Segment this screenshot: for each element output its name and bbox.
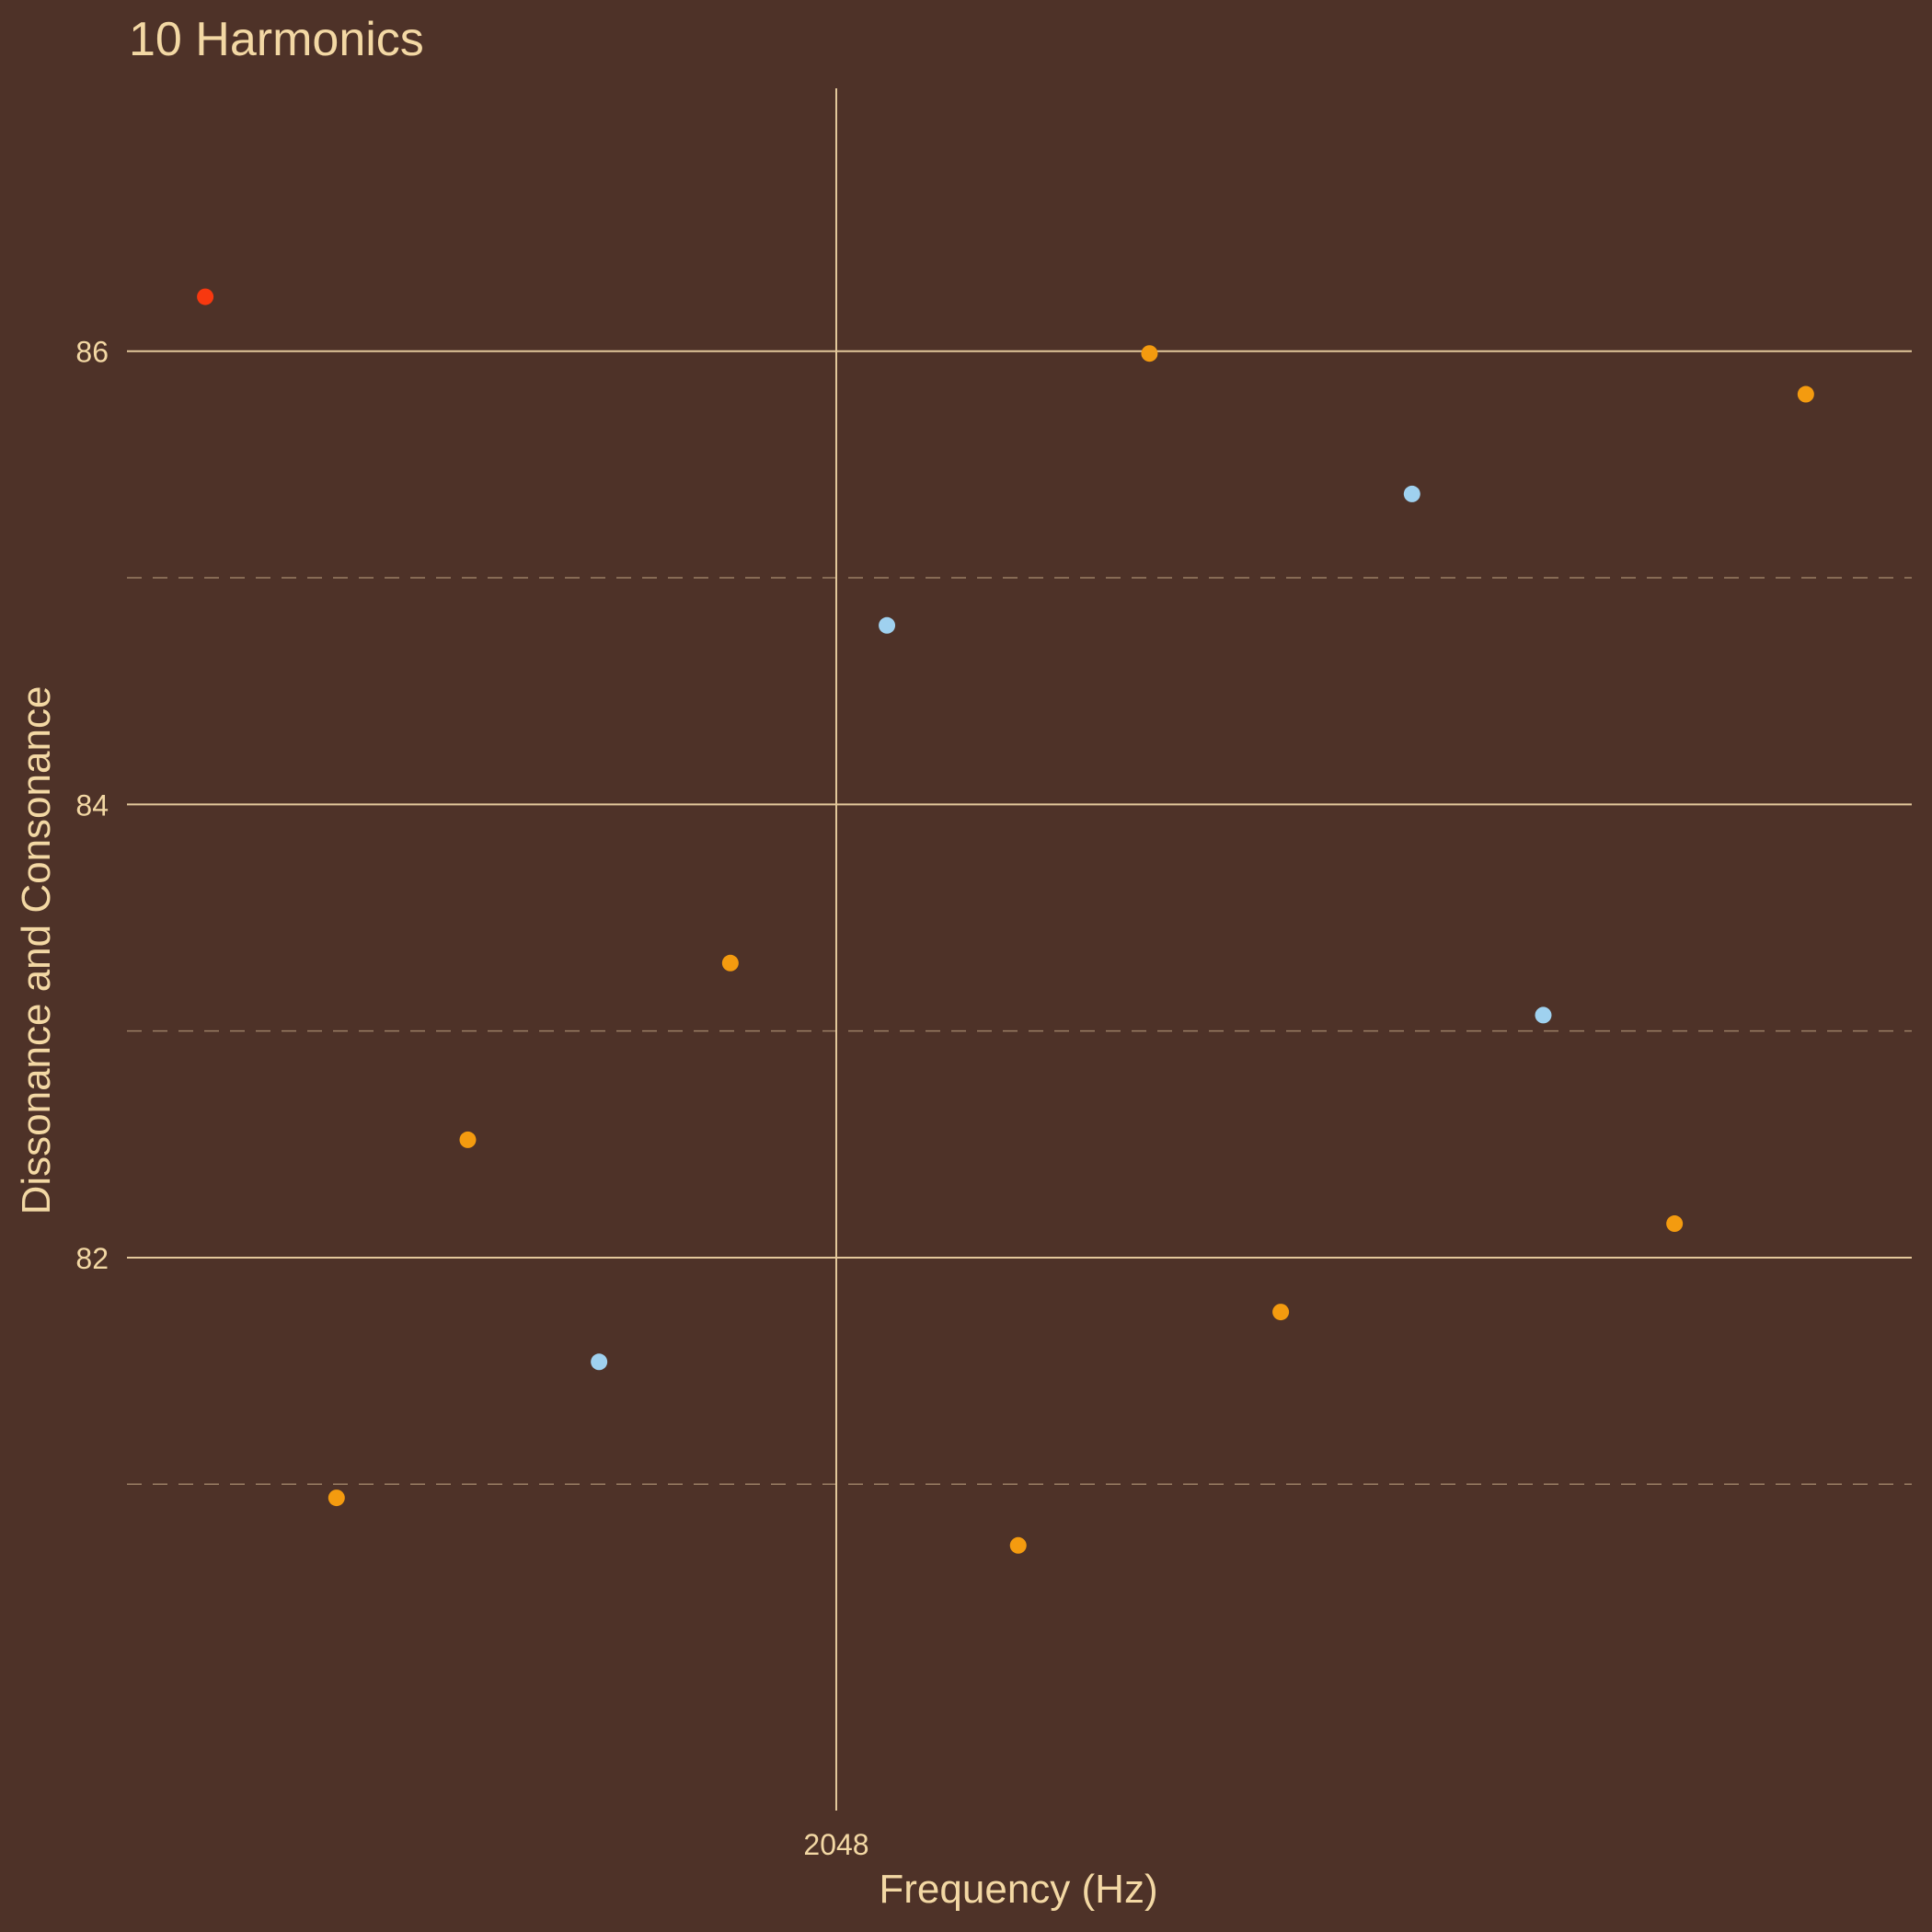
y-axis-tick-labels: 82 84 86 bbox=[75, 336, 109, 1275]
data-point-4 bbox=[721, 954, 739, 972]
x-axis-label: Frequency (Hz) bbox=[879, 1867, 1157, 1912]
data-point-11 bbox=[1666, 1215, 1684, 1233]
x-tick-label-0: 2048 bbox=[803, 1828, 868, 1861]
data-point-9 bbox=[1403, 485, 1420, 502]
data-points bbox=[197, 288, 1814, 1554]
data-point-5 bbox=[879, 616, 896, 634]
y-axis-label: Dissonance and Consonance bbox=[14, 686, 59, 1215]
data-point-2 bbox=[459, 1131, 477, 1148]
minor-gridlines bbox=[127, 577, 1912, 1486]
data-point-6 bbox=[1009, 1536, 1027, 1554]
data-point-12 bbox=[1797, 385, 1814, 403]
data-point-8 bbox=[1272, 1304, 1290, 1321]
data-point-10 bbox=[1535, 1006, 1552, 1024]
y-tick-label-1: 84 bbox=[75, 788, 109, 822]
data-point-0 bbox=[197, 288, 214, 305]
chart-title: 10 Harmonics bbox=[129, 13, 424, 66]
x-axis-tick-labels: 2048 bbox=[803, 1828, 868, 1861]
y-tick-label-2: 86 bbox=[75, 336, 109, 369]
data-point-1 bbox=[328, 1489, 345, 1507]
data-point-7 bbox=[1141, 345, 1158, 362]
y-tick-label-0: 82 bbox=[75, 1242, 109, 1275]
major-gridlines bbox=[127, 88, 1912, 1811]
data-point-3 bbox=[591, 1353, 608, 1371]
